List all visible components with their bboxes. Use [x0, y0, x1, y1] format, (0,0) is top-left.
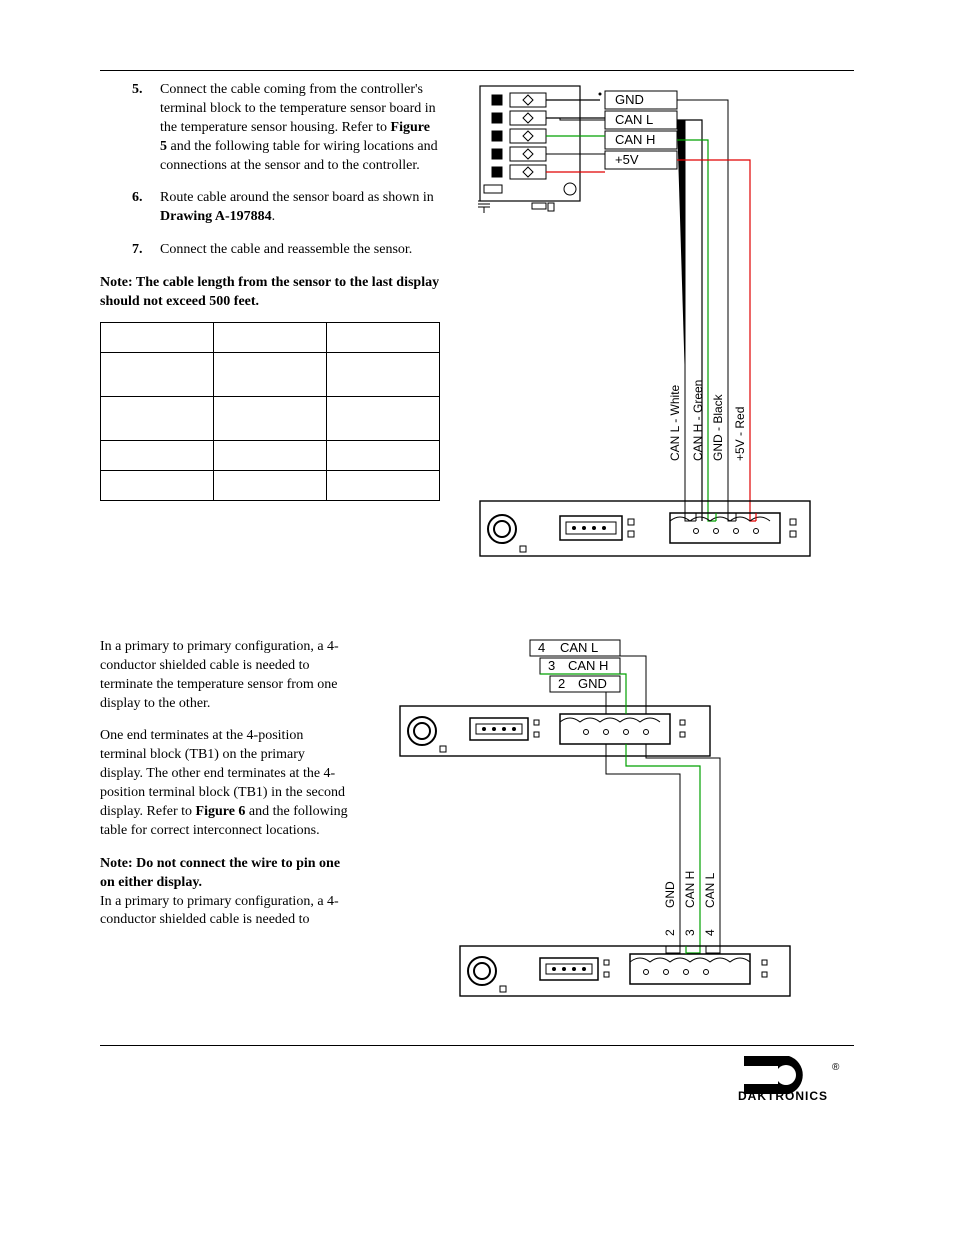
- lbl-gnd: GND: [615, 92, 644, 107]
- wiring-table: [100, 322, 440, 501]
- figure6-svg: 4 CAN L 3 CAN H 2 GND: [390, 638, 820, 1008]
- lbl-canh: CAN H: [615, 132, 655, 147]
- svg-text:®: ®: [832, 1062, 840, 1073]
- figure5-svg: GND CAN L CAN H +5V: [460, 81, 830, 571]
- left-column: 5. Connect the cable coming from the con…: [100, 81, 440, 578]
- step-text: Connect the cable coming from the contro…: [160, 82, 438, 173]
- p1: In a primary to primary configuration, a…: [100, 638, 350, 714]
- step-num: 7.: [132, 241, 143, 260]
- section2-text: In a primary to primary configuration, a…: [100, 638, 350, 1015]
- svg-text:2: 2: [663, 929, 677, 936]
- svg-text:DAKTRONICS: DAKTRONICS: [738, 1089, 828, 1102]
- step-7: 7. Connect the cable and reassemble the …: [160, 241, 440, 260]
- p2: One end terminates at the 4-position ter…: [100, 727, 350, 840]
- svg-text:3: 3: [548, 658, 555, 673]
- svg-text:CAN L: CAN L: [703, 872, 717, 908]
- lbl-5v: +5V: [615, 152, 639, 167]
- steps-list: 5. Connect the cable coming from the con…: [100, 81, 440, 260]
- svg-text:GND: GND: [578, 676, 607, 691]
- svg-text:CAN L: CAN L: [560, 640, 598, 655]
- svg-text:4: 4: [538, 640, 545, 655]
- step-num: 6.: [132, 189, 143, 208]
- step-num: 5.: [132, 81, 143, 100]
- section-2: In a primary to primary configuration, a…: [100, 638, 854, 1015]
- lbl-canl: CAN L: [615, 112, 653, 127]
- step-text: Route cable around the sensor board as s…: [160, 190, 434, 224]
- daktronics-logo: ® DAKTRONICS: [734, 1052, 854, 1109]
- note-cable-length: Note: The cable length from the sensor t…: [100, 274, 440, 312]
- step-6: 6. Route cable around the sensor board a…: [160, 189, 440, 227]
- main-columns: 5. Connect the cable coming from the con…: [100, 81, 854, 578]
- wlbl-canl: CAN L - White: [668, 384, 682, 461]
- figure-6: 4 CAN L 3 CAN H 2 GND: [390, 638, 820, 1015]
- step-text: Connect the cable and reassemble the sen…: [160, 242, 412, 257]
- wlbl-canh: CAN H - Green: [691, 380, 705, 461]
- top-rule: [100, 70, 854, 71]
- wlbl-5v: +5V - Red: [733, 407, 747, 461]
- wlbl-gnd: GND - Black: [711, 393, 725, 461]
- svg-text:2: 2: [558, 676, 565, 691]
- note2: Note: Do not connect the wire to pin one…: [100, 855, 350, 931]
- svg-text:4: 4: [703, 929, 717, 936]
- footer: ® DAKTRONICS: [100, 1045, 854, 1109]
- svg-text:3: 3: [683, 929, 697, 936]
- step-5: 5. Connect the cable coming from the con…: [160, 81, 440, 175]
- svg-text:CAN H: CAN H: [568, 658, 608, 673]
- svg-text:GND: GND: [663, 881, 677, 908]
- figure-5: GND CAN L CAN H +5V: [460, 81, 854, 578]
- svg-text:CAN H: CAN H: [683, 871, 697, 908]
